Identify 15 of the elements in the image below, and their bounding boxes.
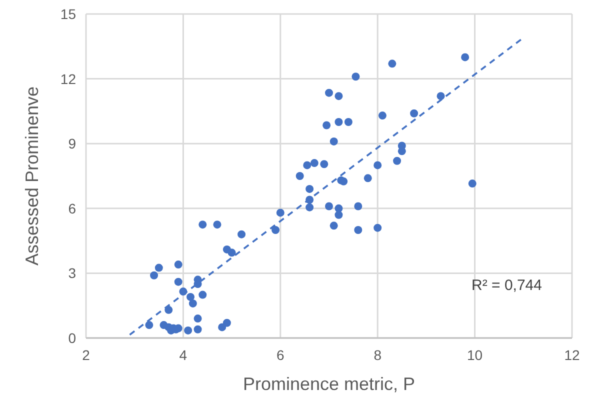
x-tick-label: 8 bbox=[374, 347, 382, 363]
annotation: R² = 0,744 bbox=[472, 277, 542, 294]
y-tick-label: 0 bbox=[68, 330, 76, 346]
y-tick-label: 15 bbox=[60, 6, 76, 22]
x-tick-label: 12 bbox=[564, 347, 580, 363]
x-axis-title: Prominence metric, P bbox=[242, 374, 416, 394]
y-tick-label: 9 bbox=[68, 136, 76, 152]
y-tick-label: 6 bbox=[68, 200, 76, 216]
y-axis-title: Assessed Prominenve bbox=[22, 86, 42, 266]
x-tick-label: 10 bbox=[467, 347, 483, 363]
x-tick-label: 6 bbox=[276, 347, 284, 363]
x-tick-label: 2 bbox=[82, 347, 90, 363]
y-tick-label: 12 bbox=[60, 70, 76, 87]
x-tick-label: 4 bbox=[179, 347, 188, 363]
y-tick-label: 3 bbox=[68, 265, 76, 282]
